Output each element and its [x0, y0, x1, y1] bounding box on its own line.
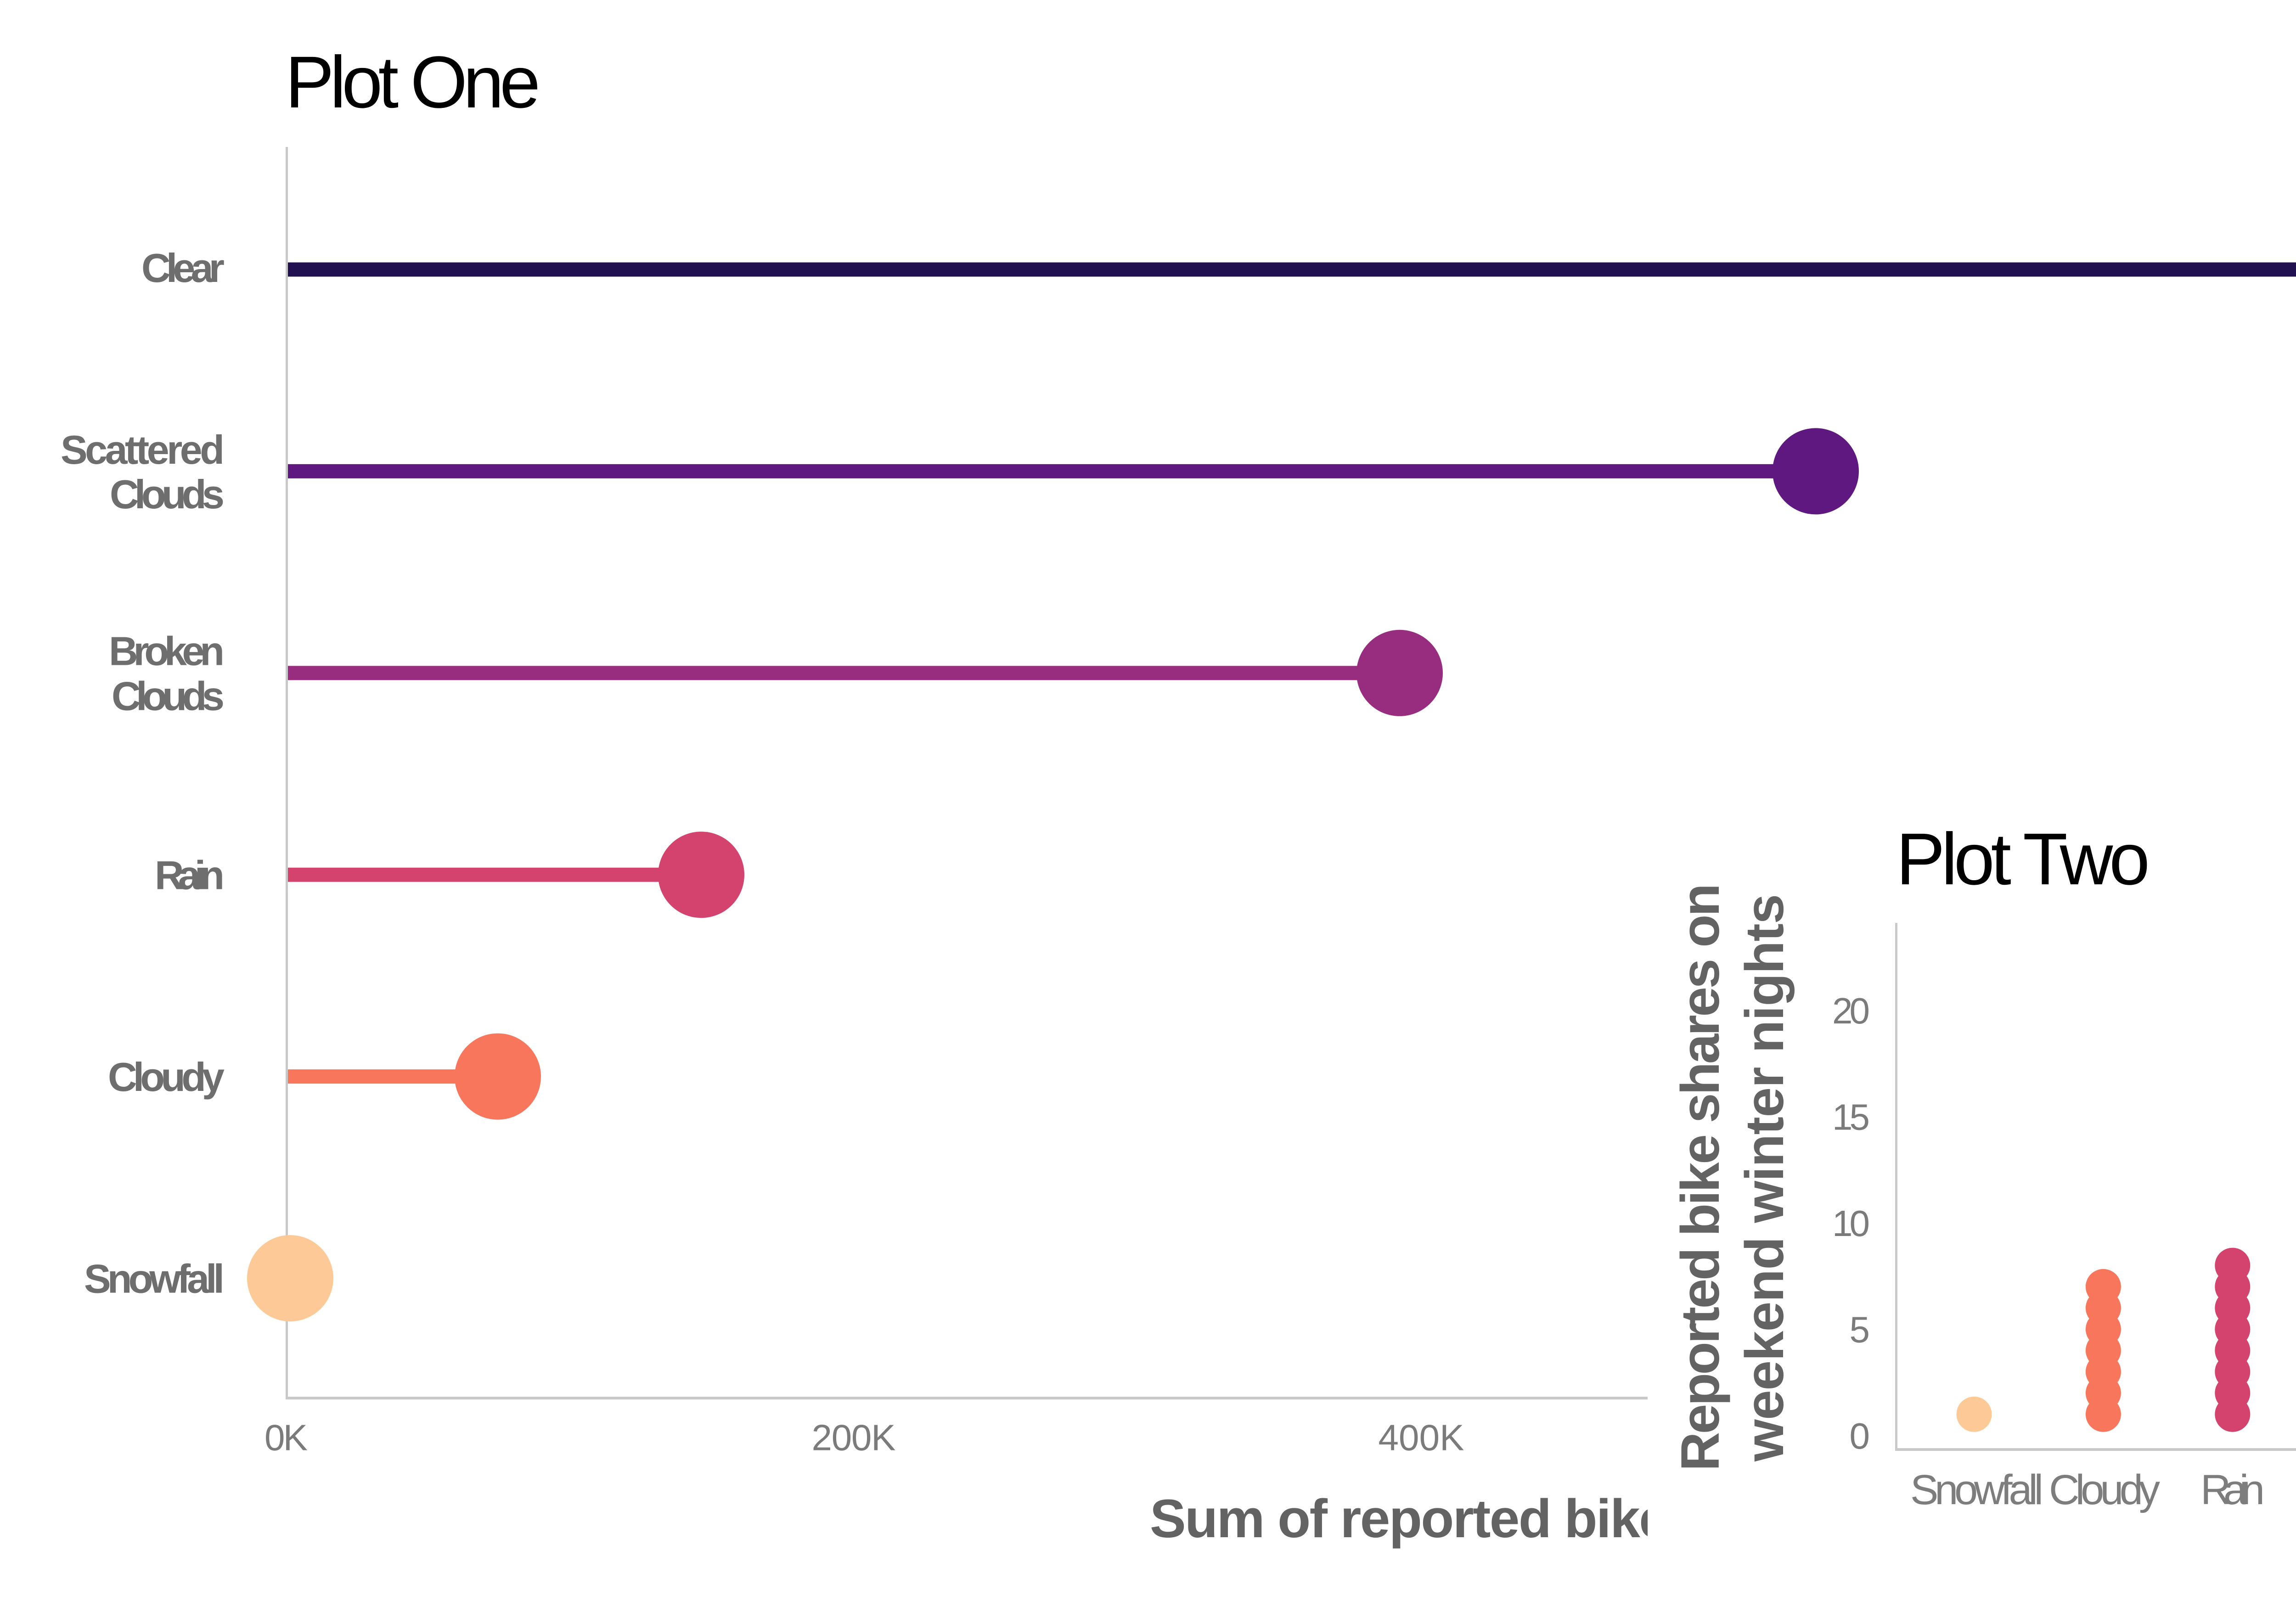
svg-text:0K: 0K [264, 1417, 308, 1458]
svg-text:5: 5 [1850, 1309, 1870, 1350]
svg-text:0: 0 [1850, 1416, 1870, 1456]
svg-text:15: 15 [1832, 1097, 1870, 1138]
svg-text:Clouds: Clouds [112, 673, 225, 719]
svg-text:Rain: Rain [155, 853, 225, 898]
svg-text:20: 20 [1832, 990, 1870, 1031]
svg-text:Scattered: Scattered [61, 427, 225, 472]
svg-text:10: 10 [1832, 1203, 1870, 1244]
svg-text:200K: 200K [812, 1417, 896, 1458]
svg-text:400K: 400K [1379, 1417, 1464, 1458]
svg-text:weekend winter nights: weekend winter nights [1734, 894, 1795, 1462]
svg-text:Snowfall: Snowfall [84, 1256, 225, 1302]
svg-text:Reported bike shares on: Reported bike shares on [1670, 883, 1731, 1471]
svg-text:Rain: Rain [2200, 1467, 2265, 1513]
svg-text:Cloudy: Cloudy [2049, 1467, 2160, 1513]
svg-text:Broken: Broken [109, 628, 225, 674]
svg-text:Snowfall: Snowfall [1910, 1467, 2043, 1513]
svg-text:Cloudy: Cloudy [108, 1054, 225, 1100]
svg-text:Plot Two: Plot Two [1896, 818, 2150, 900]
svg-text:Clouds: Clouds [110, 472, 225, 517]
svg-text:Plot One: Plot One [285, 41, 540, 123]
svg-text:Clear: Clear [141, 245, 225, 291]
